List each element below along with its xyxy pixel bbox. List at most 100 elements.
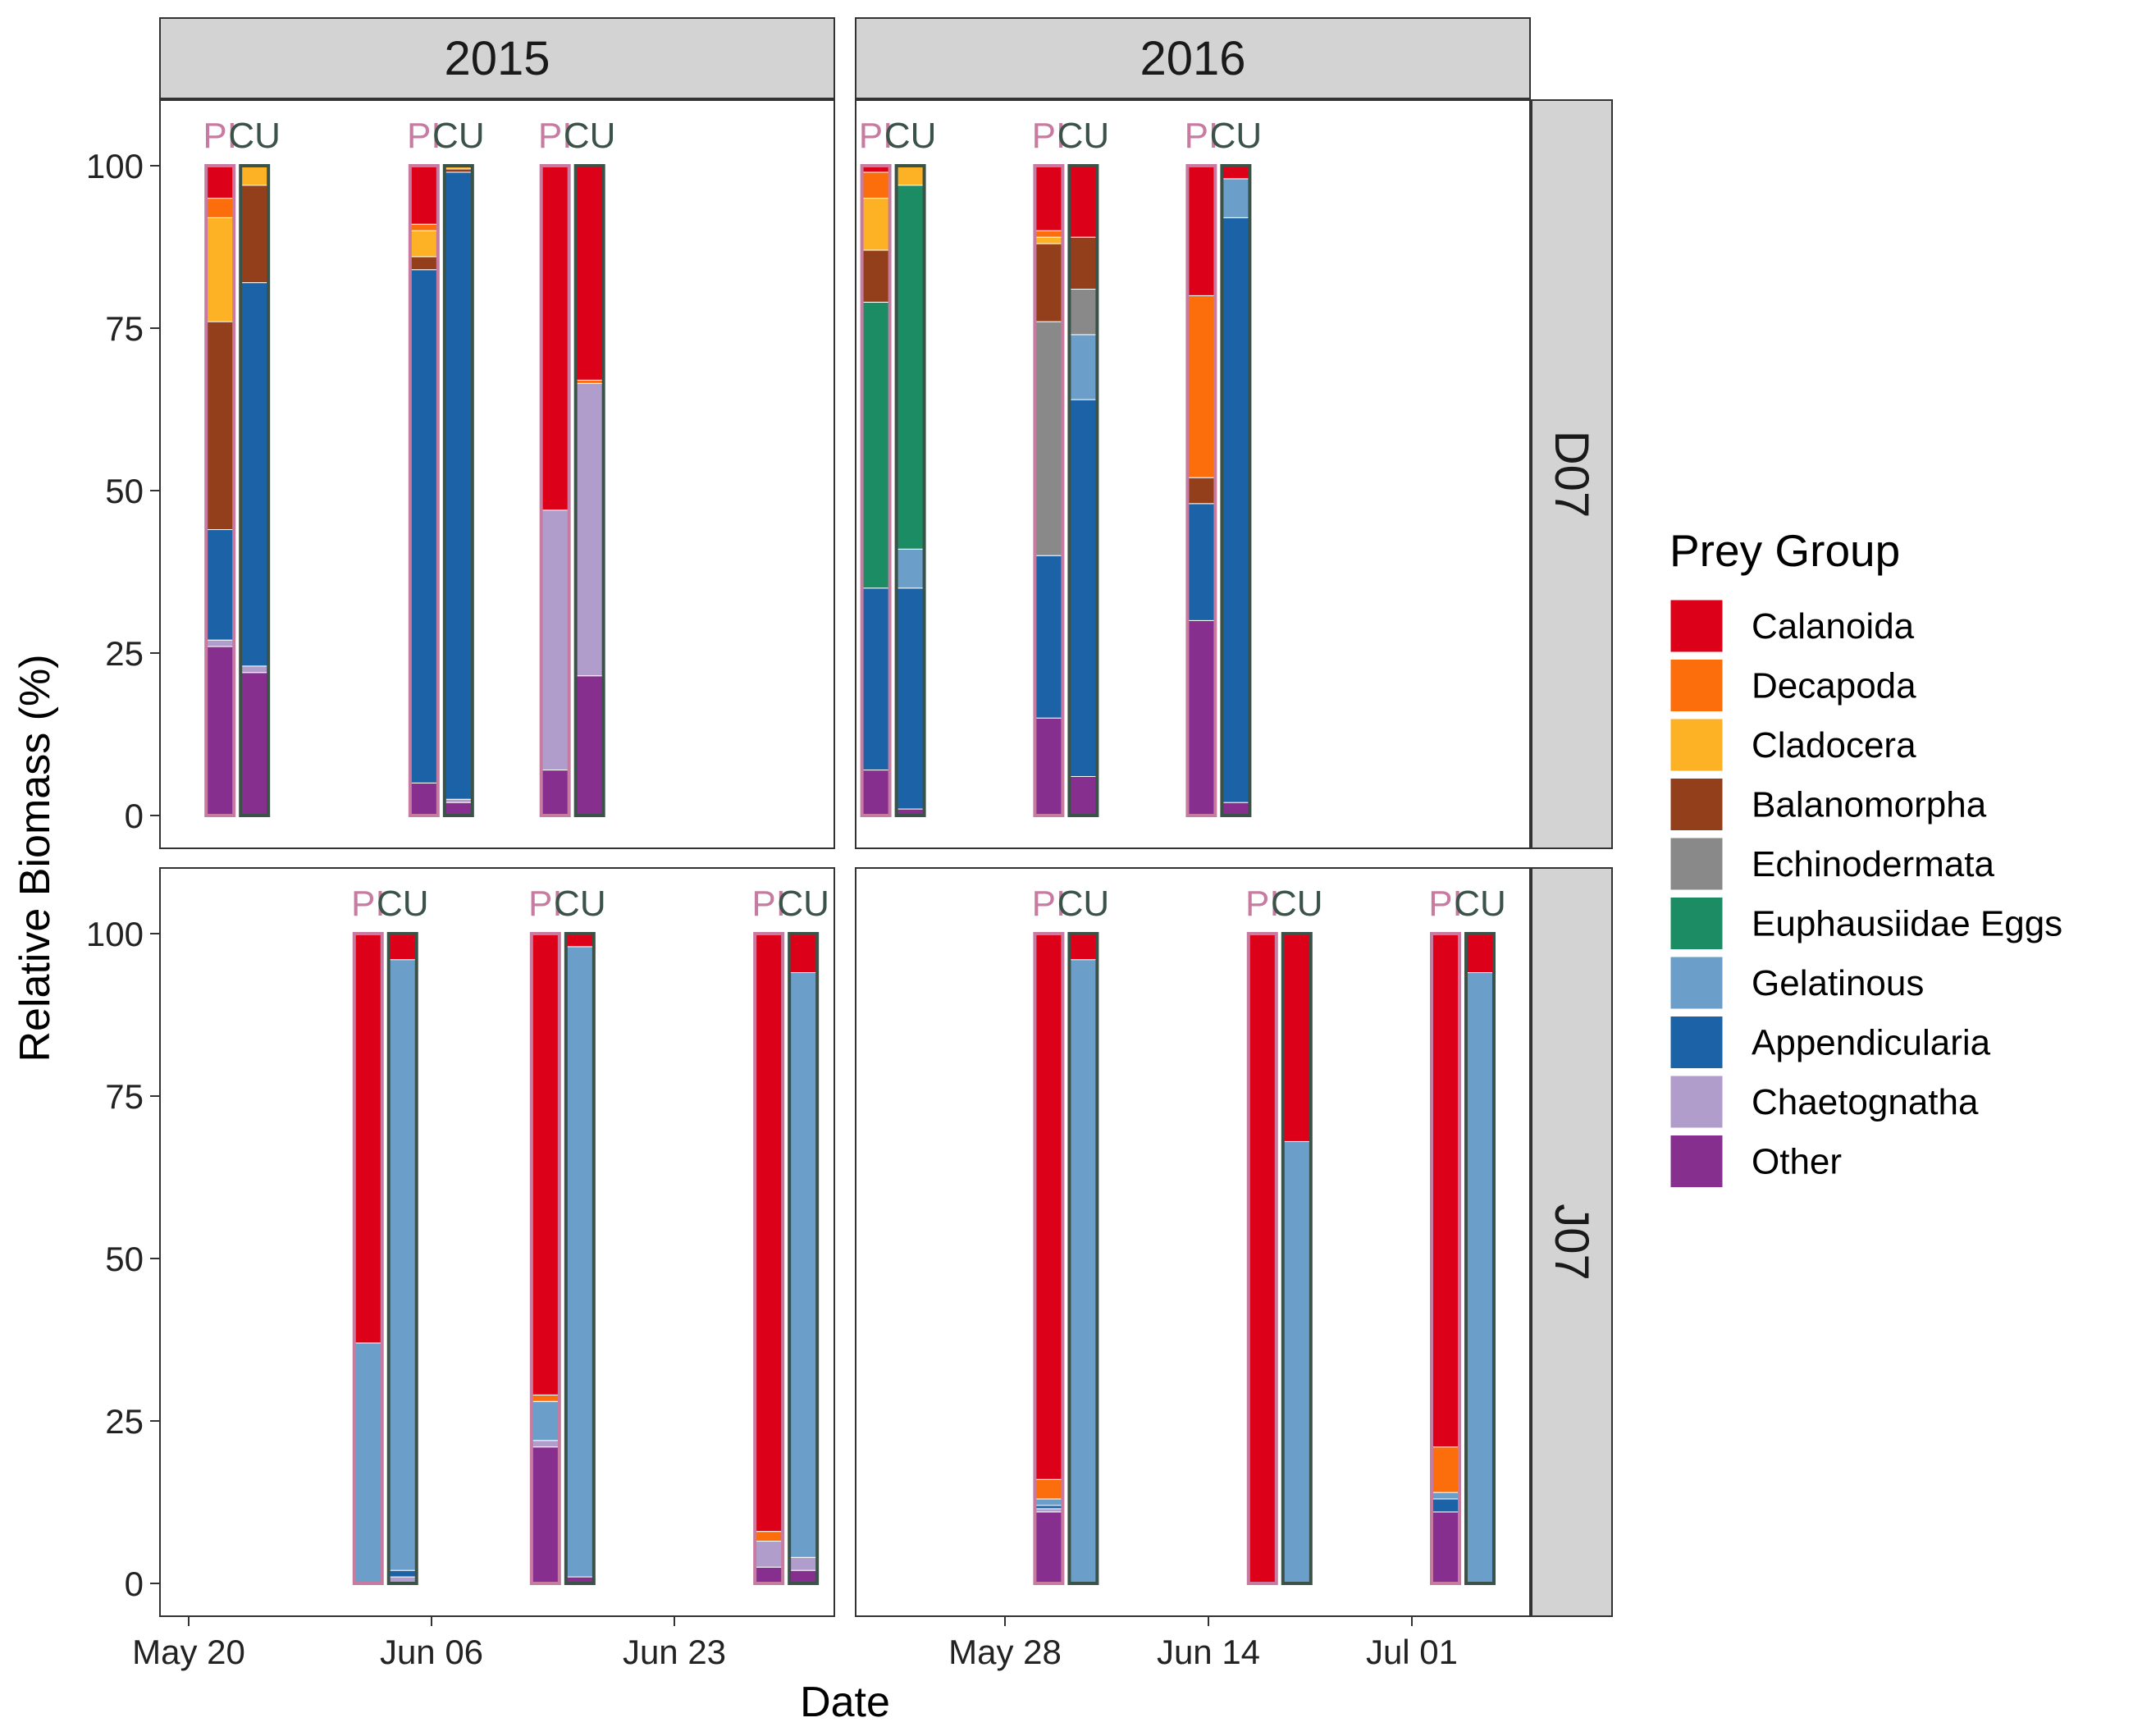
bar-segment-PI-calanoida [1034, 165, 1063, 231]
bar-segment-PI-chaetognatha [1034, 1508, 1063, 1513]
bar-label-CU: CU [1057, 116, 1110, 156]
x-tick-label: Jun 14 [1157, 1633, 1260, 1671]
bar-segment-PI-balanomorpha [861, 249, 891, 303]
y-tick-label: 75 [105, 1077, 144, 1116]
bar-label-CU: CU [777, 884, 829, 924]
bar-segment-CU-other [1068, 775, 1098, 816]
legend-key-balanomorpha [1668, 776, 1725, 833]
bar-segment-CU-gelatinous [896, 548, 925, 589]
bar-outline-PI [1033, 932, 1065, 1585]
legend-label-echinodermata: Echinodermata [1752, 844, 1994, 884]
bar-segment-PI-other [1034, 1511, 1063, 1584]
bar-outline-CU [894, 164, 926, 817]
bar-segment-PI-other [541, 770, 570, 816]
bar-segment-CU-gelatinous [1221, 178, 1250, 218]
bar-segment-CU-gelatinous [1282, 1140, 1312, 1584]
bar-label-CU: CU [554, 884, 606, 924]
bar-outline-PI [1185, 164, 1217, 817]
bar-segment-PI-gelatinous [1431, 1492, 1460, 1500]
bar-segment-CU-calanoida [1282, 933, 1312, 1142]
bar-segment-PI-decapoda [1034, 230, 1063, 238]
y-tick-label: 25 [105, 634, 144, 673]
bar-segment-PI-gelatinous [531, 1400, 560, 1441]
bar-segment-PI-gelatinous [1034, 1498, 1063, 1506]
bar-segment-PI-calanoida [1431, 933, 1460, 1448]
bar-segment-PI-decapoda [1186, 295, 1216, 478]
facet-strip-J07 [1531, 867, 1613, 1617]
bar-segment-PI-other [205, 646, 235, 816]
x-tick-label: Jul 01 [1366, 1633, 1458, 1671]
facet-strip-2015 [159, 17, 835, 99]
bar-outline-PI [753, 932, 785, 1585]
bar-segment-PI-decapoda [531, 1394, 560, 1402]
y-tick-label: 0 [125, 797, 144, 835]
bar-segment-PI-calanoida [1248, 933, 1277, 1584]
bar-label-PI: PI [1185, 116, 1219, 156]
bar-label-PI: PI [538, 116, 573, 156]
bar-segment-CU-gelatinous [1068, 959, 1098, 1584]
bar-segment-CU-chaetognatha [788, 1556, 818, 1571]
bar-segment-CU-calanoida [575, 165, 605, 381]
bar-outline-CU [573, 164, 605, 817]
facet-strips: 2015 2016 D07 J07 [159, 17, 1613, 1617]
bar-segment-PI-decapoda [754, 1531, 783, 1542]
bar-segment-CU-balanomorpha [444, 168, 473, 173]
bar-segment-CU-appendicularia [240, 282, 269, 667]
legend: Prey Group Calanoida Decapoda Cladocera Bal… [1668, 525, 2062, 1190]
bar-segment-PI-appendicularia [1431, 1498, 1460, 1513]
bar-segment-PI-echinodermata [1034, 321, 1063, 556]
y-tick-label: 75 [105, 309, 144, 348]
bar-segment-PI-cladocera [1034, 236, 1063, 244]
legend-label-euphausiidae-eggs: Euphausiidae Eggs [1752, 904, 2062, 944]
legend-label-chaetognatha: Chaetognatha [1752, 1082, 1979, 1122]
bar-segment-CU-euphausiidae-eggs [896, 185, 925, 550]
bar-segment-PI-balanomorpha [1186, 477, 1216, 505]
legend-label-other: Other [1752, 1142, 1842, 1182]
bar-outline-PI [408, 164, 440, 817]
bar-outline-CU [564, 932, 596, 1585]
legend-label-calanoida: Calanoida [1752, 606, 1915, 646]
bar-segment-PI-other [754, 1566, 783, 1584]
legend-key-appendicularia [1668, 1014, 1725, 1071]
bar-segment-CU-appendicularia [896, 587, 925, 810]
bar-segment-CU-balanomorpha [240, 185, 269, 284]
bar-label-CU: CU [432, 116, 485, 156]
bar-label-PI: PI [407, 116, 441, 156]
bar-segment-CU-gelatinous [1465, 972, 1495, 1584]
bar-label-CU: CU [1057, 884, 1110, 924]
bar-segment-PI-appendicularia [1034, 1505, 1063, 1510]
bar-segment-CU-calanoida [788, 933, 818, 974]
facet-strip-label-2015: 2015 [444, 32, 550, 85]
bar-segment-PI-other [861, 770, 891, 816]
bar-segment-PI-other [409, 782, 439, 816]
bar-segment-CU-other [788, 1569, 818, 1584]
bar-label-PI: PI [1032, 884, 1066, 924]
panel-2016-J07 [855, 867, 1531, 1617]
bar-segment-CU-appendicularia [1221, 217, 1250, 803]
bar-label-CU: CU [884, 116, 937, 156]
legend-label-balanomorpha: Balanomorpha [1752, 785, 1987, 825]
bar-segment-PI-decapoda [205, 198, 235, 218]
bar-segment-CU-appendicularia [444, 171, 473, 800]
legend-key-chaetognatha [1668, 1073, 1725, 1131]
bar-segment-CU-chaetognatha [575, 382, 605, 677]
bar-outline-PI [352, 932, 384, 1585]
legend-label-appendicularia: Appendicularia [1752, 1023, 1991, 1063]
bar-segment-PI-appendicularia [861, 587, 891, 771]
bar-segment-CU-calanoida [1465, 933, 1495, 974]
axes: 0 25 50 75 100 0 25 50 75 100 May 20 Jun 06 Jun 23 Ma… [86, 147, 1458, 1671]
bar-outline-CU [1067, 932, 1099, 1585]
bar-segment-CU-calanoida [1221, 165, 1250, 180]
y-axis-title: Relative Biomass (%) [11, 654, 59, 1062]
bar-segment-PI-calanoida [354, 933, 383, 1344]
bar-outline-PI [204, 164, 236, 817]
x-tick-label: Jun 23 [623, 1633, 726, 1671]
bar-segment-CU-decapoda [575, 379, 605, 384]
legend-key-echinodermata [1668, 835, 1725, 893]
legend-key-calanoida [1668, 597, 1725, 655]
